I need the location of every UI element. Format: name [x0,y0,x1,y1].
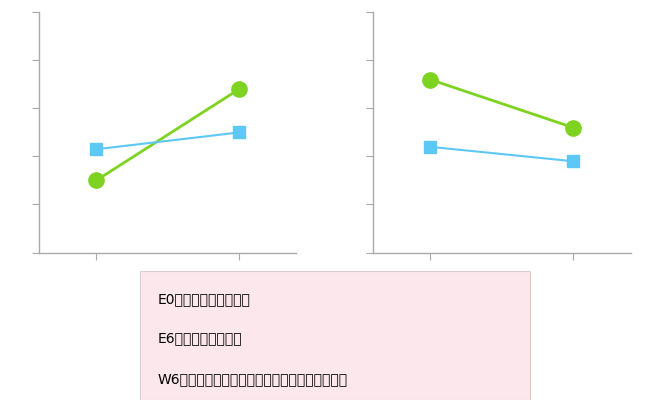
Text: E0　：運動を始める前: E0 ：運動を始める前 [157,292,250,306]
Text: W6：運動６週間後から運動をしないで６週間後: W6：運動６週間後から運動をしないで６週間後 [157,372,347,386]
FancyBboxPatch shape [140,271,530,400]
Text: E6　：運動６週間後: E6 ：運動６週間後 [157,331,242,345]
